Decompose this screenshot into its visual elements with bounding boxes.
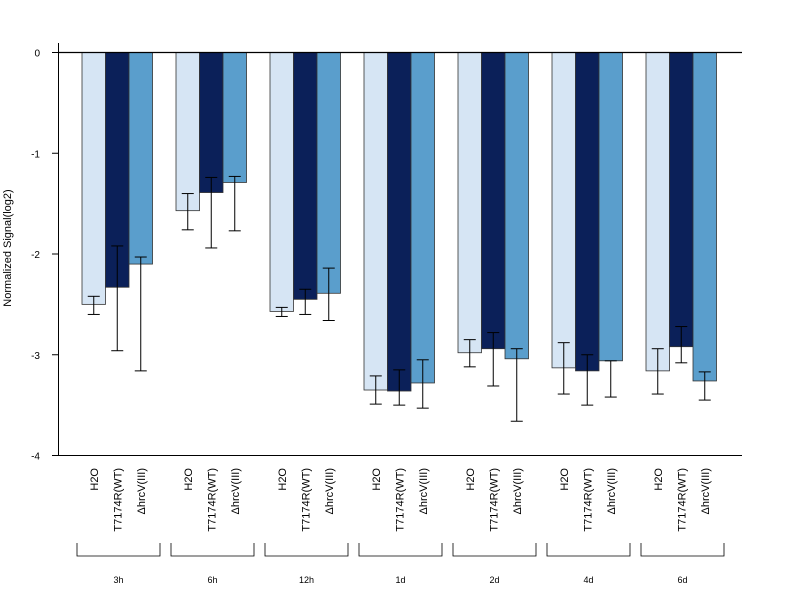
y-tick-label: -1 <box>31 149 40 160</box>
bar-3h-2 <box>128 52 153 265</box>
x-group-label: 3h <box>113 575 123 585</box>
x-category-label: H2O <box>559 468 571 491</box>
x-category-label: T7174R(WT) <box>206 468 218 532</box>
bar-2d-0 <box>457 52 482 354</box>
bar-12h-1 <box>293 52 318 300</box>
bar-1d-0 <box>363 52 388 391</box>
bar-2d-2 <box>504 52 529 360</box>
y-axis-label: Normalized Signal(log2) <box>2 189 14 306</box>
y-tick-label: -4 <box>31 452 40 463</box>
group-bracket <box>76 543 161 557</box>
bar-4d-1 <box>575 52 600 372</box>
x-category-label: ΔhrcV(III) <box>418 468 430 514</box>
bar-6d-0 <box>645 52 670 372</box>
x-category-label: H2O <box>183 468 195 491</box>
x-group-label: 2d <box>489 575 499 585</box>
bar-4d-0 <box>551 52 576 369</box>
bar-12h-0 <box>269 52 294 312</box>
bar-12h-2 <box>316 52 341 294</box>
bar-3h-0 <box>81 52 106 305</box>
y-tick-label: -2 <box>31 250 40 261</box>
x-category-label: T7174R(WT) <box>112 468 124 532</box>
x-category-label: ΔhrcV(III) <box>230 468 242 514</box>
group-bracket <box>452 543 537 557</box>
x-category-label: T7174R(WT) <box>582 468 594 532</box>
x-group-label: 1d <box>395 575 405 585</box>
y-tick-label: 0 <box>34 49 40 60</box>
group-bracket <box>170 543 255 557</box>
y-axis: 0 -1 -2 -3 -4 <box>31 49 59 463</box>
x-category-label: T7174R(WT) <box>394 468 406 532</box>
group-bracket <box>546 543 631 557</box>
x-group-label: 6h <box>207 575 217 585</box>
bars-layer <box>81 52 717 392</box>
bar-1d-1 <box>387 52 412 392</box>
y-tick-label: -3 <box>31 351 40 362</box>
group-bracket <box>640 543 725 557</box>
bar-6h-0 <box>175 52 200 212</box>
x-category-label: H2O <box>465 468 477 491</box>
bar-1d-2 <box>410 52 435 384</box>
x-category-labels: H2O T7174R(WT) ΔhrcV(III) H2O T7174R(WT) Δhrc… <box>89 468 712 532</box>
x-category-label: ΔhrcV(III) <box>136 468 148 514</box>
x-category-label: H2O <box>89 468 101 491</box>
bar-6h-1 <box>199 52 224 193</box>
x-category-label: T7174R(WT) <box>488 468 500 532</box>
x-category-label: ΔhrcV(III) <box>606 468 618 514</box>
bar-2d-1 <box>481 52 506 350</box>
x-category-label: ΔhrcV(III) <box>700 468 712 514</box>
x-group-label: 12h <box>299 575 314 585</box>
x-category-label: H2O <box>653 468 665 491</box>
x-category-label: H2O <box>277 468 289 491</box>
bar-6d-1 <box>669 52 694 348</box>
x-group-label: 4d <box>583 575 593 585</box>
group-bracket <box>358 543 443 557</box>
bar-4d-2 <box>598 52 623 362</box>
x-category-label: H2O <box>371 468 383 491</box>
x-group-label: 6d <box>677 575 687 585</box>
x-category-label: T7174R(WT) <box>676 468 688 532</box>
error-bars-layer <box>87 175 711 422</box>
x-category-label: ΔhrcV(III) <box>512 468 524 514</box>
bar-6h-2 <box>222 52 247 183</box>
x-category-label: T7174R(WT) <box>300 468 312 532</box>
bar-6d-2 <box>692 52 717 382</box>
group-bracket <box>264 543 349 557</box>
x-group-labels: 3h 6h 12h 1d 2d 4d 6d <box>76 543 725 585</box>
x-category-label: ΔhrcV(III) <box>324 468 336 514</box>
